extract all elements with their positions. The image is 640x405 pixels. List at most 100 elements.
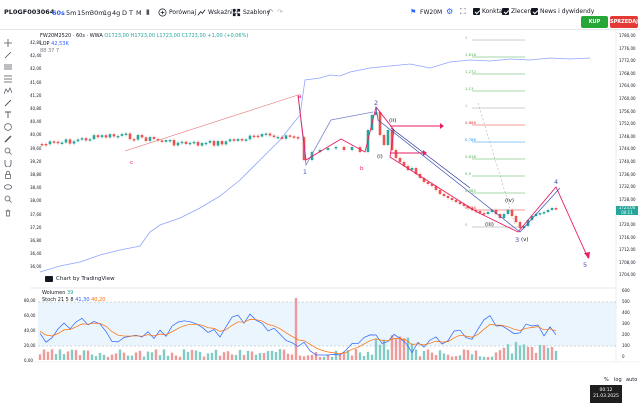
volume-bar <box>334 350 338 360</box>
trendline-icon[interactable] <box>4 44 12 59</box>
tf-1g[interactable]: 1g <box>103 9 112 17</box>
tf-60s[interactable]: 60s <box>52 9 65 17</box>
tf-d[interactable]: D <box>122 9 128 17</box>
candle <box>204 142 208 145</box>
candle <box>326 148 330 150</box>
undo-icon[interactable]: ↶ <box>267 8 273 16</box>
checkbox-zlecenia[interactable]: Zlecenia <box>502 8 537 15</box>
smile-icon[interactable] <box>4 116 12 131</box>
fib-level-label: 0,786 <box>465 137 476 142</box>
flag-icon[interactable]: ⚑ <box>410 8 417 16</box>
brush-icon[interactable] <box>4 92 12 107</box>
volume-bar <box>158 355 162 360</box>
eye-icon[interactable] <box>3 176 13 190</box>
instrument-label[interactable]: FW20M <box>420 9 443 16</box>
lop-axis-label: 41,20 <box>30 92 42 98</box>
zoom-icon[interactable] <box>4 140 12 155</box>
volume-bar <box>74 350 78 360</box>
stoch-k-value: 41,30 <box>75 297 90 303</box>
tf-5m[interactable]: 5m <box>66 9 77 17</box>
fib-level-label: 0 <box>465 222 468 227</box>
volume-bar <box>274 352 278 360</box>
tf-t[interactable]: T <box>129 9 133 17</box>
volume-bar <box>478 356 482 360</box>
volume-bar <box>222 352 226 360</box>
lop-axis-label: 38,00 <box>30 198 42 204</box>
volume-bar <box>258 353 262 360</box>
pattern-icon[interactable] <box>3 80 13 95</box>
volume-bar <box>390 335 394 360</box>
checkbox-label: Zlecenia <box>511 8 537 15</box>
lop-axis-label: 36,40 <box>30 251 42 257</box>
candle <box>374 112 378 115</box>
log-toggle[interactable]: log <box>614 377 622 383</box>
volume-bar <box>218 355 222 360</box>
volume-axis-label: 600 <box>622 288 630 293</box>
search-icon[interactable] <box>4 188 12 203</box>
percent-toggle[interactable]: % <box>604 377 609 383</box>
crosshair-icon[interactable] <box>4 32 12 47</box>
trash-icon[interactable] <box>4 202 12 217</box>
text-icon[interactable] <box>4 104 12 118</box>
price-axis-label: 1760,00 <box>619 96 636 101</box>
candle <box>482 213 486 215</box>
candle <box>100 135 104 138</box>
fullscreen-icon[interactable]: ⛶ <box>460 7 466 16</box>
fib-icon[interactable] <box>4 68 12 83</box>
templates-button[interactable]: Szablony <box>232 8 270 17</box>
stoch-k-line <box>39 313 557 356</box>
chart-legend-title: FW20M2520 · 60s · WWA O1723,00 H1723,00 … <box>40 33 248 39</box>
candle <box>256 135 260 138</box>
channel-line-2 <box>390 127 471 189</box>
price-axis-label: 1704,00 <box>619 272 636 278</box>
channel-line-1 <box>375 106 561 233</box>
current-price-tag: 1723,00 00:11 <box>616 205 638 215</box>
plus-circle-icon <box>158 8 167 17</box>
candle <box>232 139 236 141</box>
redo-icon[interactable]: ↷ <box>277 8 283 16</box>
volume-bar <box>502 347 506 360</box>
volume-bar <box>270 350 274 360</box>
candle <box>168 139 172 142</box>
volume-bar <box>54 353 58 360</box>
candle <box>136 134 140 140</box>
indicators-button[interactable]: Wskaźniki <box>197 8 238 17</box>
magnet-icon[interactable] <box>4 152 12 168</box>
lop-axis[interactable]: 42,80 42,40 42,00 41,60 41,20 40,80 40,40 40,00… <box>16 30 42 290</box>
tf-4g[interactable]: 4g <box>112 9 121 17</box>
indicators-label: Wskaźniki <box>208 9 238 16</box>
ruler-icon[interactable] <box>4 128 12 143</box>
checkbox-konkta[interactable]: Konkta <box>473 8 503 15</box>
compare-button[interactable]: Porównaj <box>158 8 196 17</box>
compare-label: Porównaj <box>169 9 197 16</box>
candle <box>402 162 406 166</box>
candle <box>96 135 100 138</box>
candle <box>84 138 88 141</box>
tf-30m[interactable]: 30m <box>90 9 105 17</box>
horizontal-lines-icon[interactable] <box>4 56 12 70</box>
candle <box>430 184 434 186</box>
checkbox-news[interactable]: News i dywidendy <box>531 8 594 15</box>
lop-axis-label: 42,00 <box>30 66 42 72</box>
fib-level-label: 1 <box>465 103 468 108</box>
symbol-search[interactable]: PL0GF003064 <box>4 8 55 16</box>
candles-icon[interactable]: ▮ <box>146 8 150 16</box>
volume-bar <box>70 349 74 360</box>
sell-button[interactable]: SPRZEDAJ <box>610 16 638 28</box>
price-axis[interactable]: 1780,00 1776,00 1772,00 1768,00 1764,00 1760,… <box>617 30 640 360</box>
tf-m[interactable]: M <box>136 9 142 17</box>
candle <box>180 141 184 144</box>
tradingview-attribution[interactable]: Chart by TradingView <box>45 276 115 282</box>
lock-icon[interactable] <box>4 164 12 179</box>
volume-bar <box>210 352 214 360</box>
buy-button[interactable]: KUP <box>581 16 608 28</box>
candle <box>350 147 354 150</box>
candle <box>56 141 60 144</box>
price-axis-label: 1776,00 <box>619 45 636 51</box>
tf-15m[interactable]: 15m <box>77 9 92 17</box>
auto-toggle[interactable]: auto <box>626 377 638 383</box>
volume-bar <box>454 356 458 360</box>
settings-icon[interactable]: ⚙ <box>446 7 454 16</box>
candle <box>48 141 52 145</box>
